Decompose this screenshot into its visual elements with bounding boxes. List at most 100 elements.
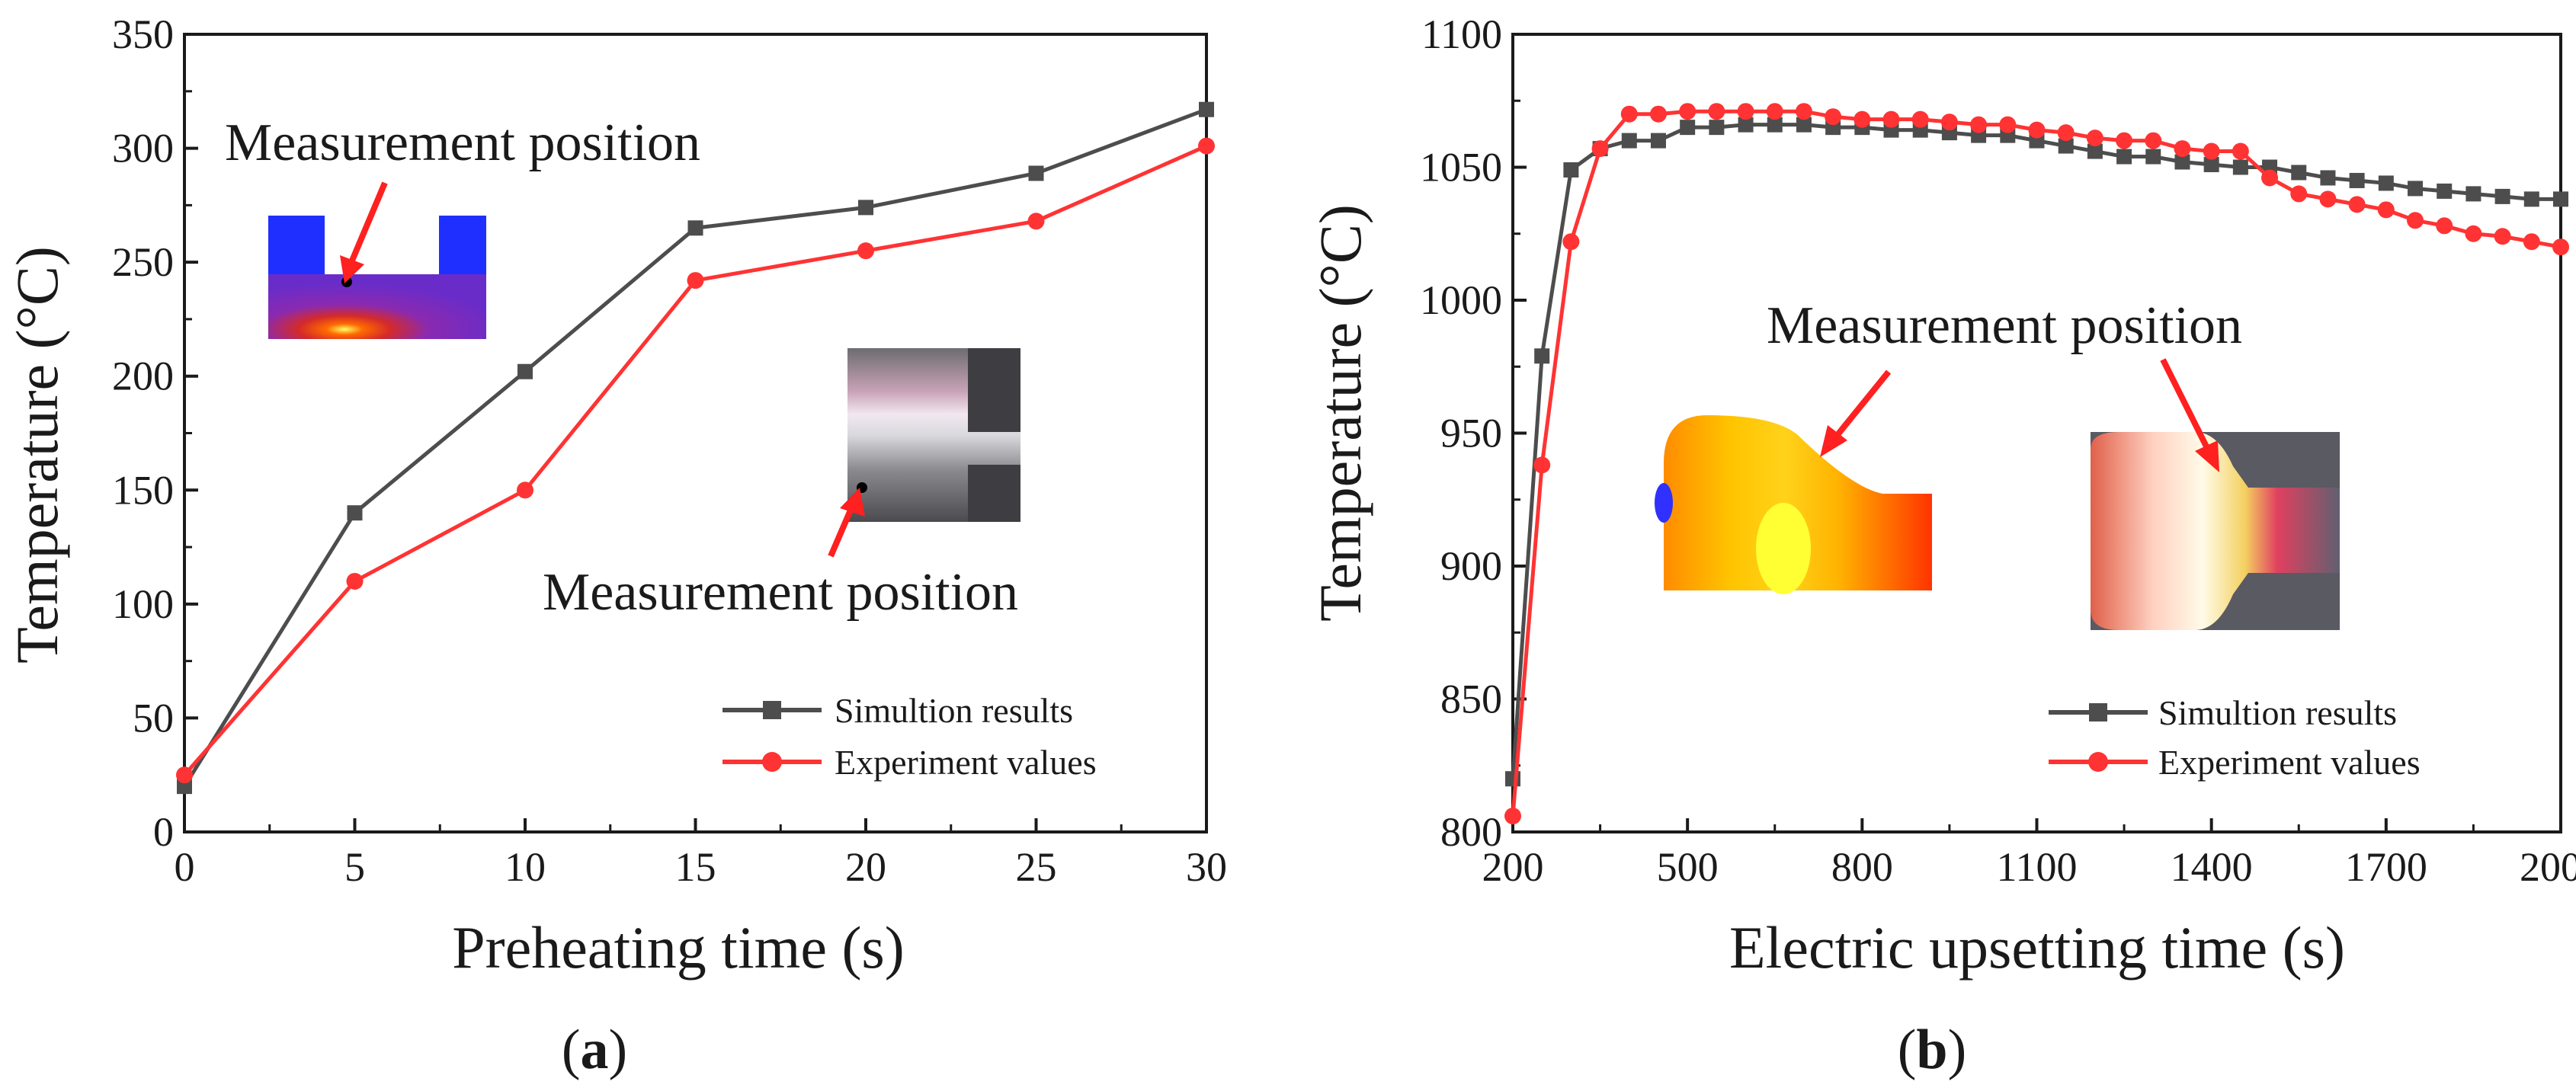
panel-a-point-sim — [177, 779, 192, 795]
panel-b-xlabel: Electric upsetting time (s) — [1729, 914, 2345, 981]
panel-a-annotation-1: Measurement position — [225, 114, 700, 172]
panel-a-legend-label-exp: Experiment values — [835, 743, 1097, 782]
panel-a-y-tick-label: 350 — [112, 11, 174, 57]
panel-b-legend: Simultion results Experiment values — [2049, 693, 2421, 782]
panel-b-x-tick-label: 1100 — [1997, 844, 2078, 890]
panel-b-point-sim — [2378, 175, 2394, 191]
panel-a-point-exp — [1198, 137, 1215, 155]
panel-a-y-tick-label: 100 — [112, 581, 174, 627]
panel-a-y-tick-label: 0 — [153, 809, 174, 855]
panel-b: 200 500 800 1100 1400 1700 2000 800 850 900 950 100… — [1307, 11, 2576, 1081]
panel-b-point-sim — [2437, 183, 2453, 199]
panel-a-series-line-sim — [182, 107, 1207, 788]
panel-b-y-tick-label: 1100 — [1421, 11, 1502, 57]
panel-b-point-exp — [1708, 103, 1725, 120]
panel-b-y-tick-label: 850 — [1440, 677, 1502, 722]
panel-a-xlabel: Preheating time (s) — [452, 914, 905, 981]
panel-b-point-exp — [1911, 110, 1929, 128]
panel-b-x-tick-label: 500 — [1657, 844, 1719, 890]
panel-b-ylabel: Temperature (°C) — [1307, 204, 1373, 622]
panel-a-point-sim — [858, 200, 873, 216]
panel-b-point-exp — [1970, 116, 1988, 133]
panel-b-x-tick-label: 1700 — [2345, 844, 2427, 890]
panel-a-annotation-arrow-1 — [340, 181, 388, 283]
panel-a-point-sim — [347, 505, 363, 521]
panel-b-x-tick-label: 200 — [1482, 844, 1544, 890]
panel-a-y-tick-label: 50 — [133, 695, 174, 741]
panel-a-series — [176, 101, 1215, 795]
panel-a-ylabel: Temperature (°C) — [4, 246, 70, 664]
panel-b-point-exp — [2174, 140, 2191, 158]
panel-b-point-sim — [2320, 170, 2336, 186]
panel-b-point-sim — [1767, 117, 1783, 133]
panel-b-point-sim — [2523, 191, 2539, 207]
panel-b-point-exp — [2465, 225, 2482, 242]
panel-b-point-sim — [2058, 138, 2074, 154]
panel-b-point-exp — [1795, 103, 1812, 120]
panel-b-point-exp — [2028, 121, 2046, 139]
panel-a-label: (a) — [562, 1019, 627, 1081]
panel-b-point-sim — [1563, 162, 1579, 178]
panel-b-point-exp — [1999, 116, 2017, 133]
panel-a-point-exp — [517, 482, 533, 499]
panel-a-point-sim — [687, 220, 703, 236]
panel-b-point-exp — [1504, 808, 1521, 825]
panel-b-legend-label-sim: Simultion results — [2158, 693, 2397, 732]
panel-b-point-exp — [1620, 105, 1638, 123]
panel-b-point-sim — [2232, 159, 2248, 175]
panel-a-y-tick-label: 150 — [112, 467, 174, 513]
panel-b-point-exp — [2552, 238, 2569, 256]
panel-b-point-exp — [2523, 233, 2540, 251]
panel-b-point-sim — [2174, 154, 2190, 170]
panel-b-point-sim — [1621, 133, 1637, 149]
panel-a-x-tick-label: 5 — [344, 844, 365, 890]
panel-b-point-exp — [1649, 105, 1667, 123]
panel-a-series-line-exp — [183, 144, 1208, 776]
panel-b-y-tick-label: 1050 — [1420, 145, 1502, 190]
panel-a-x-tick-label: 30 — [1186, 844, 1227, 890]
panel-b-point-exp — [2319, 190, 2337, 208]
panel-b-point-sim — [2116, 149, 2132, 165]
panel-a-x-tick-label: 20 — [845, 844, 886, 890]
panel-b-series — [1504, 103, 2569, 825]
panel-a-simulation-inset — [268, 216, 486, 339]
panel-a-legend-label-sim: Simultion results — [835, 691, 1073, 730]
panel-b-point-sim — [2203, 157, 2219, 173]
panel-b-x-tick-label: 800 — [1831, 844, 1893, 890]
panel-a-y-tick-label: 200 — [112, 354, 174, 399]
panel-b-point-exp — [1591, 140, 1609, 158]
panel-b-point-sim — [2553, 191, 2568, 207]
panel-b-point-exp — [1737, 103, 1754, 120]
panel-b-point-exp — [2348, 196, 2366, 213]
panel-b-point-sim — [1650, 133, 1666, 149]
panel-b-point-sim — [2408, 181, 2424, 197]
panel-b-point-exp — [1533, 456, 1551, 474]
panel-b-y-tick-label: 800 — [1440, 809, 1502, 855]
panel-b-point-sim — [2465, 186, 2481, 202]
panel-b-legend-label-exp: Experiment values — [2158, 743, 2421, 782]
panel-b-annotation-1: Measurement position — [1767, 296, 2242, 355]
panel-a-x-tick-label: 0 — [175, 844, 195, 890]
panel-b-point-sim — [1534, 348, 1550, 364]
panel-b-y-tick-label: 900 — [1440, 543, 1502, 589]
panel-b-point-exp — [2494, 228, 2511, 245]
panel-b-point-exp — [2232, 142, 2249, 160]
panel-b-plot-frame — [1511, 33, 2562, 833]
panel-a-x-tick-label: 25 — [1016, 844, 1057, 890]
panel-b-point-sim — [2494, 188, 2510, 204]
panel-b-point-exp — [1766, 103, 1783, 120]
panel-b-point-sim — [1680, 120, 1696, 136]
panel-b-point-exp — [2086, 130, 2103, 147]
panel-b-point-exp — [1562, 233, 1580, 251]
panel-b-point-sim — [2145, 149, 2161, 165]
panel-a-y-tick-label: 250 — [112, 239, 174, 285]
panel-b-point-exp — [1940, 114, 1958, 131]
panel-b-point-exp — [1825, 108, 1842, 126]
panel-a-point-sim — [1199, 101, 1214, 117]
panel-b-point-sim — [2087, 143, 2103, 159]
panel-b-point-sim — [1738, 117, 1754, 133]
panel-b-point-exp — [1854, 110, 1871, 128]
